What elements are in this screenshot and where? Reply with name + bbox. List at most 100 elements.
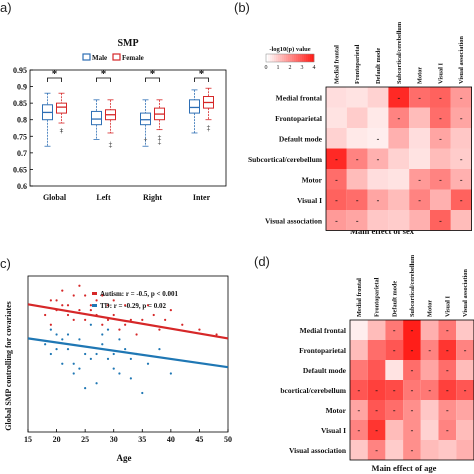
heatmap-cell <box>456 340 474 360</box>
heatmap-cell <box>450 87 472 108</box>
scatter-point <box>72 294 75 297</box>
box-iqr <box>140 112 151 126</box>
legend-marker <box>92 304 97 307</box>
heatmap-cell <box>409 107 430 128</box>
significance-marker: - <box>397 93 400 102</box>
scatter-axes-frame <box>27 275 229 433</box>
heatmap-cell <box>438 320 457 340</box>
heatmap-cell <box>456 360 474 380</box>
heatmap-cell <box>367 320 386 340</box>
colorbar-segment <box>302 54 305 62</box>
scatter-point <box>44 343 47 346</box>
outlier-point: + <box>158 136 162 144</box>
heatmap-cell <box>403 420 421 440</box>
x-category-label: Inter <box>193 193 211 202</box>
scatter-point <box>112 299 115 302</box>
heatmap-cell <box>403 400 421 420</box>
heatmap-cell <box>346 169 368 190</box>
significance-marker: - <box>439 93 442 102</box>
scatter-point <box>78 309 81 312</box>
heatmap-row-label: Frontoparietal <box>275 114 322 123</box>
significance-marker: - <box>393 406 396 415</box>
colorbar-tick-label: 0 <box>265 65 268 71</box>
heatmap-cell <box>367 440 386 460</box>
heatmap-cell <box>430 148 451 169</box>
scatter-point <box>158 328 161 331</box>
scatter-point <box>84 352 87 356</box>
significance-marker: - <box>464 346 467 355</box>
box-male-global <box>42 92 53 147</box>
heatmap-cell <box>403 380 421 400</box>
heatmap-col-label: Subcortical/cerebellum <box>409 254 416 317</box>
scatter-point <box>55 348 58 351</box>
legend-marker <box>92 292 97 295</box>
y-tick-label: 0.75 <box>13 132 27 141</box>
heatmap-cell <box>388 128 410 149</box>
scatter-point <box>118 338 121 341</box>
box-iqr <box>56 102 67 114</box>
heatmap-cell <box>326 210 347 231</box>
scatter-point <box>106 318 110 321</box>
colorbar-segment <box>304 54 307 62</box>
colorbar-segment <box>268 54 271 62</box>
significance-marker: - <box>460 155 463 164</box>
colorbar-segment <box>270 54 273 62</box>
colorbar-segment <box>286 54 289 62</box>
heatmap-row-label: Medial frontal <box>300 326 346 335</box>
heatmap-cell <box>367 210 389 231</box>
heatmap-d-xlabel: Main effect of age <box>372 463 437 473</box>
scatter-point <box>146 304 150 307</box>
y-tick-label: 0.85 <box>13 99 27 108</box>
heatmap-cell <box>388 169 410 190</box>
heatmap-cell <box>388 189 410 210</box>
colorbar-tick-label: 2 <box>289 65 292 71</box>
heatmap-cell <box>385 380 404 400</box>
regression-line <box>27 303 229 340</box>
colorbar-tick-label: 1 <box>277 65 280 71</box>
significance-star: * <box>199 68 205 80</box>
significance-marker: - <box>358 426 361 435</box>
heatmap-cell <box>350 360 368 380</box>
heatmap-cell <box>450 107 472 128</box>
scatter-point <box>106 357 110 360</box>
significance-marker: - <box>446 426 449 435</box>
heatmap-cell <box>420 420 439 440</box>
scatter-point <box>124 304 127 307</box>
heatmap-cell <box>403 440 421 460</box>
x-tick-label: 20 <box>53 435 61 444</box>
heatmap-cell <box>385 420 404 440</box>
colorbar-segment <box>292 54 295 62</box>
significance-marker: - <box>358 406 361 415</box>
heatmap-cell <box>367 169 389 190</box>
heatmap-cell <box>385 440 404 460</box>
heatmap-col-label: Visual association <box>462 269 469 317</box>
scatter-point <box>84 294 87 297</box>
legend-female-swatch <box>112 53 121 61</box>
heatmap-cell <box>350 420 368 440</box>
outlier-point: + <box>207 126 211 134</box>
scatter-point <box>89 309 92 312</box>
heatmap-col-label: Frontoparietal <box>354 44 361 84</box>
scatter-point <box>89 304 92 307</box>
significance-marker: - <box>335 175 338 184</box>
colorbar-segment <box>310 54 313 62</box>
scatter-point <box>106 328 110 331</box>
heatmap-cell <box>409 128 430 149</box>
heatmap-cell <box>403 320 421 340</box>
heatmap-cell <box>385 360 404 380</box>
box-iqr <box>189 99 200 114</box>
heatmap-cell <box>430 169 451 190</box>
legend-label: TD: r = -0.29, p = 0.02 <box>100 302 166 310</box>
significance-marker: - <box>439 216 442 225</box>
heatmap-cell <box>430 87 451 108</box>
heatmap-cell <box>367 340 386 360</box>
box-female-inter: ++ <box>203 87 214 134</box>
significance-marker: - <box>460 196 463 205</box>
significance-marker: - <box>393 346 396 355</box>
scatter-ylabel: Global SMP controlling for covariates <box>4 301 13 430</box>
heatmap-cell <box>326 189 347 210</box>
colorbar-segment <box>296 54 299 62</box>
regression-line <box>27 337 229 369</box>
significance-marker: - <box>377 134 380 143</box>
scatter-point <box>215 333 218 336</box>
